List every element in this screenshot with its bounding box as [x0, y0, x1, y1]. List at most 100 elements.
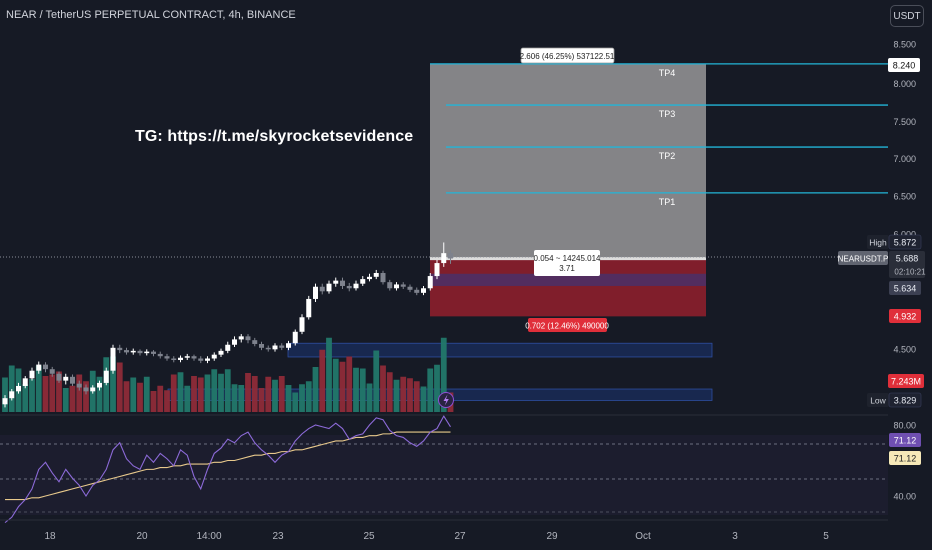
candle-body	[70, 376, 75, 384]
candle-body	[326, 283, 332, 292]
target-zone	[430, 63, 706, 259]
center-label-line2: 3.71	[559, 264, 575, 273]
price-tick-label: 4.500	[893, 345, 916, 355]
volume-bar	[130, 377, 137, 412]
candle-body	[421, 288, 426, 293]
candle-body	[259, 343, 264, 348]
time-tick-label: Oct	[635, 531, 651, 542]
volume-bar	[143, 376, 150, 412]
candle-body	[90, 387, 96, 392]
volume-bar	[258, 388, 265, 412]
volume-bar	[110, 356, 116, 412]
candle-body	[164, 356, 170, 359]
rsi-tick-label: 40.00	[893, 492, 916, 502]
volume-bar	[49, 374, 56, 412]
volume-bar	[420, 386, 427, 412]
candle-body	[232, 339, 237, 345]
candle-body	[171, 358, 177, 361]
high-value: 5.872	[894, 238, 917, 248]
candle-body	[124, 350, 129, 353]
symbol-tag: NEARUSDT.P	[838, 255, 889, 264]
volume-bar	[346, 356, 353, 412]
candle-body	[137, 350, 143, 354]
volume-bar	[56, 371, 62, 412]
volume-bar	[170, 374, 177, 412]
target-label-box: 2.606 (46.25%) 537122.51	[520, 47, 615, 64]
stop-label-box: 0.702 (12.46%) 490000	[525, 318, 609, 332]
volume-bar	[386, 372, 393, 412]
candle-body	[346, 285, 352, 289]
lightning-icon[interactable]	[438, 392, 454, 408]
volume-bar	[251, 376, 258, 412]
candle-body	[151, 351, 156, 354]
candle-body	[130, 350, 136, 353]
candle-body	[353, 283, 359, 289]
volume-bar	[69, 385, 76, 412]
volume-bars	[2, 337, 454, 412]
candle-body	[117, 347, 123, 351]
candle-body	[218, 350, 224, 355]
volume-bar	[400, 376, 407, 412]
candle-body	[367, 276, 372, 280]
volume-bar	[35, 365, 42, 412]
candle-body	[434, 263, 440, 277]
candle-body	[245, 336, 251, 341]
candle-body	[225, 344, 231, 351]
level-value: 5.634	[894, 284, 917, 294]
time-tick-label: 3	[732, 531, 738, 542]
candle-body	[211, 354, 217, 359]
candle-body	[272, 345, 278, 350]
volume-bar	[292, 392, 299, 412]
candle-body	[29, 370, 35, 379]
low-label: Low	[870, 396, 886, 406]
candle-body	[441, 253, 447, 264]
volume-bar	[299, 384, 305, 412]
tp-label: TP1	[659, 197, 676, 207]
stop-price-tag: 4.932	[894, 312, 917, 322]
target-label: 2.606 (46.25%) 537122.51	[520, 52, 615, 61]
candle-body	[63, 376, 69, 381]
volume-bar	[231, 384, 238, 412]
volume-bar	[29, 379, 35, 412]
rsi-ma-line	[5, 431, 451, 501]
volume-bar	[305, 381, 312, 412]
candle-body	[2, 398, 8, 405]
time-tick-label: 27	[454, 531, 466, 542]
candle-body	[22, 378, 28, 386]
currency-button[interactable]: USDT	[890, 5, 924, 27]
volume-bar	[211, 369, 218, 412]
upper-support-zone	[287, 342, 713, 358]
candle-body	[43, 364, 48, 370]
volume-bar	[8, 365, 15, 412]
volume-bar	[353, 367, 359, 412]
candle-body	[292, 331, 298, 344]
candle-body	[252, 340, 258, 344]
candle-body	[387, 282, 393, 289]
volume-bar	[359, 368, 366, 412]
volume-bar	[413, 381, 420, 412]
volume-bar	[272, 379, 278, 412]
candle-body	[56, 373, 62, 381]
price-tick-label: 7.500	[893, 117, 916, 127]
low-value: 3.829	[894, 396, 917, 406]
volume-bar	[265, 376, 272, 412]
volume-bar	[123, 381, 130, 412]
candle-body	[407, 286, 413, 290]
stop-label: 0.702 (12.46%) 490000	[525, 322, 609, 331]
price-tick-label: 6.500	[893, 192, 916, 202]
volume-bar	[22, 384, 29, 412]
rsi-ma-series	[5, 431, 451, 501]
candle-body	[448, 253, 453, 259]
candle-body	[157, 353, 163, 357]
rsi-line	[4, 415, 451, 524]
volume-bar	[326, 337, 332, 412]
candle-body	[9, 391, 15, 399]
candle-body	[394, 284, 399, 289]
tp-label: TP3	[659, 109, 676, 119]
time-axis: 18 20 14:00 23 25 27 29 Oct 3 5	[44, 531, 829, 542]
volume-bar	[116, 362, 123, 412]
candle-body	[191, 356, 197, 359]
volume-bar	[164, 390, 170, 412]
volume-bar	[393, 379, 400, 412]
